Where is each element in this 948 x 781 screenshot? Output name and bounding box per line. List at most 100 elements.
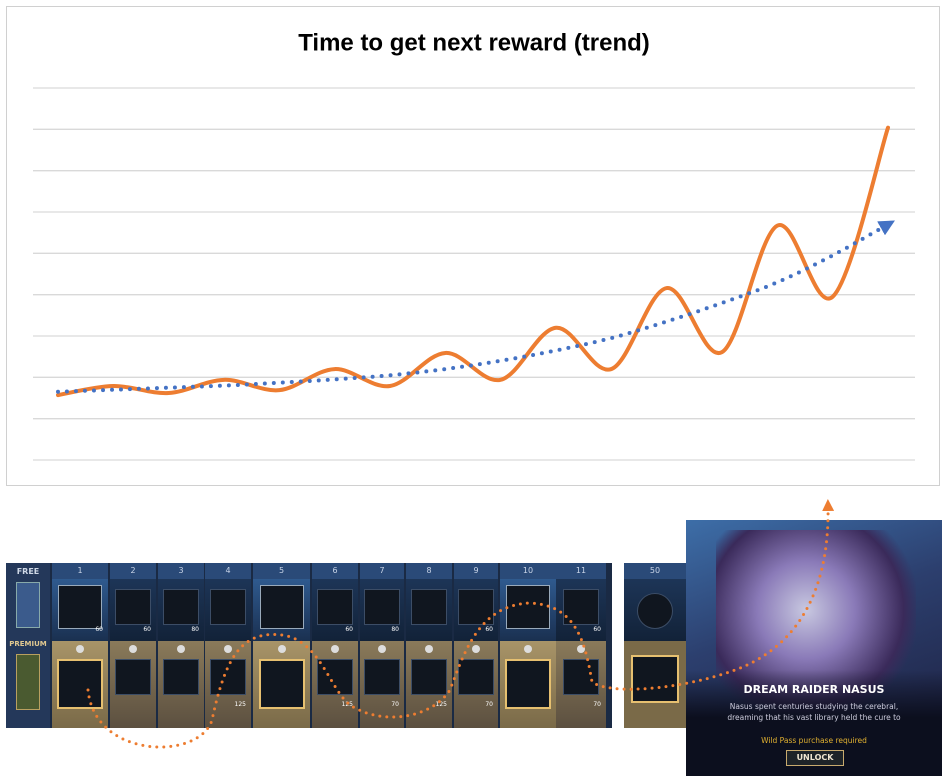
level-number: 9 [454, 563, 498, 579]
label-column: FREE PREMIUM [6, 563, 50, 728]
reward-icon [411, 659, 447, 695]
level-column: 9 60 70 [454, 563, 498, 728]
lock-icon [577, 645, 585, 653]
level-column: 4 125 [205, 563, 251, 728]
free-icon [16, 582, 40, 628]
premium-reward [500, 641, 556, 728]
reward-amount: 70 [391, 701, 399, 708]
champion-card: DREAM RAIDER NASUS Nasus spent centuries… [686, 520, 942, 776]
level-column: 7 80 70 [360, 563, 404, 728]
reward-icon [258, 659, 305, 709]
reward-icon [163, 589, 199, 625]
chart: Time to get next reward (trend) [33, 29, 915, 461]
unlock-button[interactable]: UNLOCK [786, 750, 844, 766]
reward-amount: 60 [593, 626, 601, 633]
reward-icon [115, 659, 151, 695]
level-number: 3 [158, 563, 204, 579]
free-reward [406, 579, 452, 641]
reward-icon [58, 585, 102, 629]
premium-icon [16, 654, 40, 710]
reward-icon [259, 585, 304, 629]
level-number: 7 [360, 563, 404, 579]
level-number: 10 [500, 563, 556, 579]
lock-icon [472, 645, 480, 653]
level-number: 8 [406, 563, 452, 579]
premium-reward: 70 [454, 641, 498, 728]
reward-icon [563, 659, 599, 695]
level-column: 11 60 70 [556, 563, 606, 728]
reward-icon [505, 659, 551, 709]
reward-icon [317, 589, 353, 625]
free-reward [253, 579, 310, 641]
level-number: 4 [205, 563, 251, 579]
reward-icon [317, 659, 353, 695]
reward-icon [364, 659, 400, 695]
premium-reward: 70 [556, 641, 606, 728]
premium-reward: 125 [406, 641, 452, 728]
reward-amount: 80 [191, 626, 199, 633]
reward-icon [57, 659, 103, 709]
reward-icon [637, 593, 673, 629]
card-description-1: dreaming that his vast library held the … [727, 713, 901, 722]
reward-icon [411, 589, 447, 625]
premium-reward [253, 641, 310, 728]
lock-icon [129, 645, 137, 653]
reward-amount: 80 [391, 626, 399, 633]
level-number: 1 [52, 563, 108, 579]
card-requirement: Wild Pass purchase required [761, 736, 867, 745]
premium-reward: 70 [360, 641, 404, 728]
level-column: 8 125 [406, 563, 452, 728]
premium-reward [110, 641, 156, 728]
reward-amount: 60 [95, 626, 103, 633]
reward-icon [210, 589, 246, 625]
premium-reward [158, 641, 204, 728]
chart-title: Time to get next reward (trend) [298, 29, 650, 56]
reward-amount: 125 [234, 701, 246, 708]
lock-icon [177, 645, 185, 653]
free-reward [205, 579, 251, 641]
free-reward: 80 [360, 579, 404, 641]
reward-icon [458, 659, 494, 695]
reward-icon [506, 585, 550, 629]
level-number: 11 [556, 563, 606, 579]
chart-frame [6, 6, 940, 486]
free-label: FREE [16, 567, 40, 576]
reward-amount: 125 [435, 701, 447, 708]
reward-icon [364, 589, 400, 625]
lock-icon [524, 645, 532, 653]
data-line [56, 220, 895, 394]
reward-amount: 125 [341, 701, 353, 708]
level-column: 3 80 [158, 563, 204, 728]
reward-icon [631, 655, 679, 703]
premium-reward: 125 [312, 641, 358, 728]
lock-icon [224, 645, 232, 653]
last-level-column: 50 [624, 563, 686, 728]
lock-icon [76, 645, 84, 653]
level-number: 6 [312, 563, 358, 579]
level-number: 5 [253, 563, 310, 579]
free-reward: 60 [110, 579, 156, 641]
premium-reward: 125 [205, 641, 251, 728]
reward-amount: 60 [485, 626, 493, 633]
free-reward: 60 [454, 579, 498, 641]
reward-amount: 70 [593, 701, 601, 708]
reward-icon [563, 589, 599, 625]
data-line [56, 125, 890, 398]
level-column: 1 60 [52, 563, 108, 728]
card-description-0: Nasus spent centuries studying the cereb… [729, 702, 899, 711]
level-column: 2 60 [110, 563, 156, 728]
lock-icon [425, 645, 433, 653]
level-column: 5 [253, 563, 310, 728]
free-reward: 80 [158, 579, 204, 641]
premium-reward [52, 641, 108, 728]
free-reward [500, 579, 556, 641]
lock-icon [277, 645, 286, 653]
reward-icon [458, 589, 494, 625]
reward-amount: 70 [485, 701, 493, 708]
level-column: 10 [500, 563, 556, 728]
level-column: 6 60 125 [312, 563, 358, 728]
lock-icon [331, 645, 339, 653]
level-number: 50 [624, 563, 686, 579]
reward-amount: 60 [143, 626, 151, 633]
